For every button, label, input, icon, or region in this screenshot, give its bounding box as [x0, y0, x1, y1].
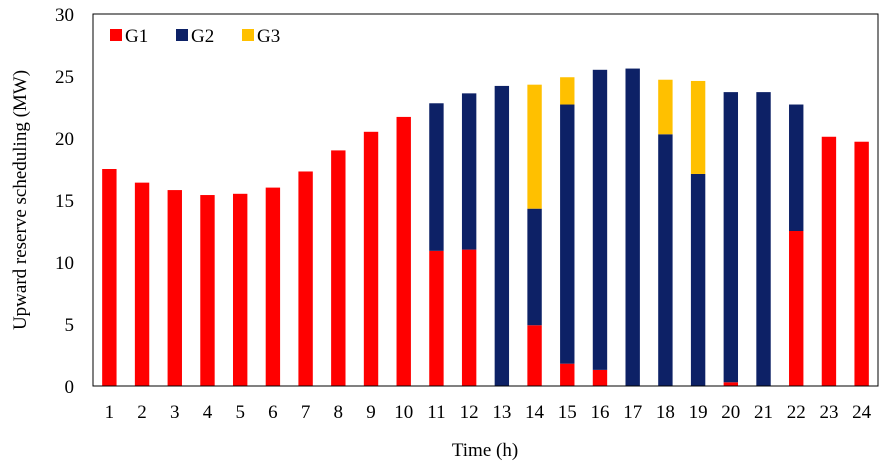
x-tick-label: 14	[525, 402, 545, 423]
bar-g1-t16	[592, 369, 608, 386]
bar-g3-t14	[527, 84, 542, 209]
bar-g2-t13	[494, 85, 510, 387]
legend-label-g2: G2	[191, 26, 214, 47]
x-tick-label: 4	[203, 402, 213, 423]
x-tick-label: 5	[235, 402, 245, 423]
bar-g1-t7	[298, 171, 313, 386]
x-tick-label: 23	[819, 402, 838, 423]
bar-g3-t19	[690, 80, 706, 174]
bar-g1-t8	[331, 150, 346, 386]
y-tick-labels: 0 5 10 15 20 25 30	[55, 5, 74, 398]
x-tick-label: 16	[590, 402, 609, 423]
x-tick-label: 6	[268, 402, 278, 423]
bar-g1-t15	[560, 363, 575, 386]
bar-g2-t17	[625, 68, 640, 386]
x-tick-label: 15	[558, 402, 577, 423]
bar-g1-t9	[363, 131, 379, 386]
bars-group	[102, 68, 869, 387]
bar-g1-t2	[134, 182, 150, 386]
x-axis-title: Time (h)	[452, 440, 518, 461]
bar-g2-t15	[560, 104, 575, 364]
bar-g1-t20	[723, 382, 739, 386]
legend-swatch-g1	[110, 29, 122, 41]
x-tick-labels: 1 2 3 4 5 6 7 8 9 10 11 12 13 14 15 16 17 18 19 20 21 22 23 24	[105, 402, 872, 423]
y-tick-label: 20	[55, 129, 74, 150]
y-tick-label: 10	[55, 253, 74, 274]
y-tick-label: 0	[65, 377, 75, 398]
x-tick-label: 2	[137, 402, 147, 423]
x-tick-label: 8	[334, 402, 344, 423]
x-tick-label: 18	[656, 402, 675, 423]
x-tick-label: 21	[754, 402, 773, 423]
bar-g3-t15	[560, 77, 575, 105]
x-tick-label: 22	[787, 402, 806, 423]
x-tick-label: 11	[427, 402, 445, 423]
x-tick-label: 7	[301, 402, 311, 423]
bar-g1-t23	[821, 136, 837, 386]
x-tick-label: 1	[105, 402, 115, 423]
x-tick-label: 9	[366, 402, 376, 423]
bar-g2-t21	[756, 92, 771, 387]
bar-g1-t10	[396, 116, 411, 387]
bar-g2-t11	[429, 103, 444, 251]
bar-g3-t18	[658, 79, 673, 135]
y-axis-title: Upward reserve scheduling (MW)	[10, 70, 31, 330]
bar-g1-t24	[854, 141, 869, 386]
bar-g1-t11	[429, 250, 444, 386]
bar-g2-t19	[690, 173, 706, 386]
bar-g1-t14	[527, 325, 542, 386]
x-tick-label: 10	[394, 402, 413, 423]
bar-g1-t4	[200, 195, 215, 386]
x-tick-label: 17	[623, 402, 642, 423]
bar-g1-t1	[102, 169, 117, 386]
x-tick-label: 24	[852, 402, 872, 423]
x-tick-label: 3	[170, 402, 180, 423]
bar-g2-t14	[527, 208, 542, 326]
bar-g2-t16	[592, 69, 608, 370]
x-tick-label: 12	[460, 402, 479, 423]
bar-g2-t20	[723, 92, 739, 383]
bar-g1-t6	[265, 187, 281, 386]
bar-g1-t3	[167, 190, 182, 386]
bar-g2-t18	[658, 134, 673, 386]
legend-label-g1: G1	[125, 26, 148, 47]
bar-g1-t12	[461, 249, 477, 386]
legend: G1 G2 G3	[110, 26, 280, 47]
y-tick-label: 30	[55, 5, 74, 26]
legend-swatch-g3	[242, 29, 254, 41]
legend-label-g3: G3	[257, 26, 280, 47]
y-tick-label: 25	[55, 67, 74, 88]
x-tick-label: 20	[721, 402, 740, 423]
bar-g2-t12	[461, 93, 477, 250]
bar-g1-t5	[232, 193, 248, 386]
bar-g2-t22	[789, 104, 804, 231]
y-tick-label: 5	[65, 315, 75, 336]
y-tick-label: 15	[55, 191, 74, 212]
x-tick-label: 13	[492, 402, 511, 423]
legend-swatch-g2	[176, 29, 188, 41]
bar-g1-t22	[789, 231, 804, 386]
x-tick-label: 19	[689, 402, 708, 423]
